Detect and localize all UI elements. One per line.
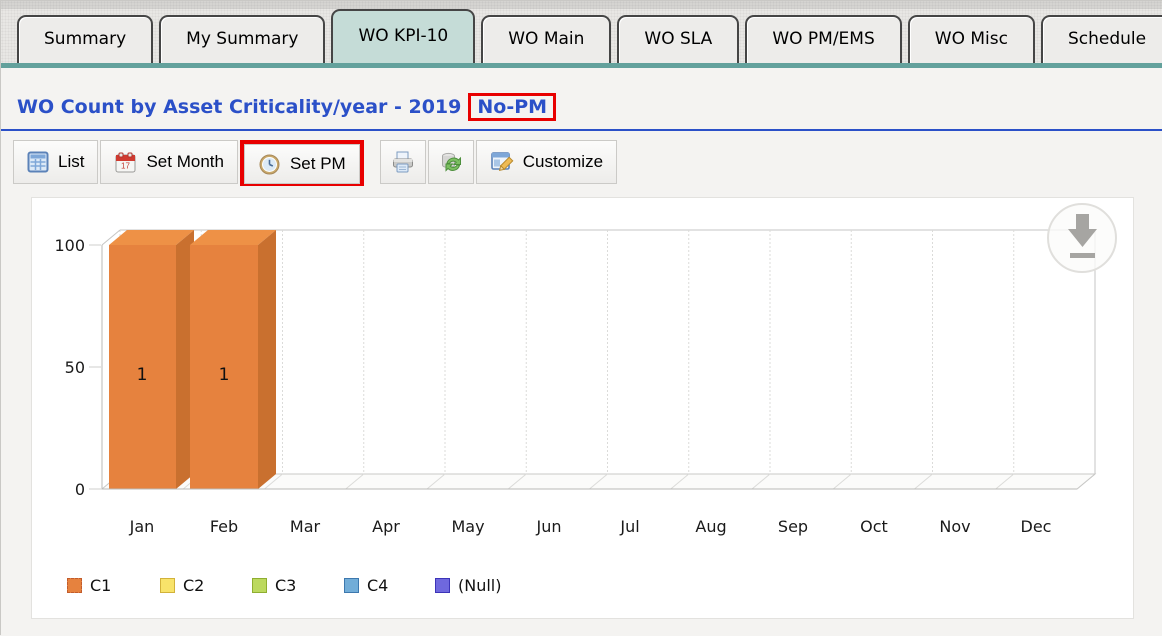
refresh-icon xyxy=(439,150,463,174)
legend-swatch-null xyxy=(435,578,450,593)
x-axis-labels: Jan Feb Mar Apr May Jun Jul Aug Sep Oct … xyxy=(129,517,1052,536)
set-pm-button[interactable]: Set PM xyxy=(243,144,360,184)
legend-swatch-c2 xyxy=(160,578,175,593)
tab-summary[interactable]: Summary xyxy=(17,15,154,63)
chart-left-top-edge xyxy=(101,229,121,246)
tab-schedule[interactable]: Schedule xyxy=(1040,15,1162,63)
floor-month-lines xyxy=(182,473,1015,490)
tab-bar: Summary My Summary WO KPI-10 WO Main WO … xyxy=(1,9,1162,63)
month-gridlines xyxy=(119,230,1015,474)
svg-text:Dec: Dec xyxy=(1021,517,1052,536)
page-title: WO Count by Asset Criticality/year - 201… xyxy=(17,93,557,121)
calendar-day-number: 17 xyxy=(122,161,131,170)
bar-feb[interactable] xyxy=(190,230,276,489)
customize-button[interactable]: Customize xyxy=(475,140,618,184)
list-button[interactable]: List xyxy=(13,140,99,184)
legend-item-null[interactable]: (Null) xyxy=(435,576,501,595)
chart-legend: C1 C2 C3 C4 (Null) xyxy=(32,576,1135,600)
svg-text:Aug: Aug xyxy=(695,517,726,536)
chart-panel: 1 1 100 50 0 Jan Feb Mar Apr May Jun Jul… xyxy=(31,197,1134,619)
legend-item-c4[interactable]: C4 xyxy=(344,576,388,595)
legend-swatch-c1 xyxy=(67,578,82,593)
svg-text:Sep: Sep xyxy=(778,517,808,536)
refresh-button[interactable] xyxy=(427,140,474,184)
list-table-icon xyxy=(27,151,49,173)
page-title-text: WO Count by Asset Criticality/year - 201… xyxy=(17,96,462,118)
customize-icon xyxy=(490,150,514,174)
legend-item-c3[interactable]: C3 xyxy=(252,576,296,595)
print-button[interactable] xyxy=(379,140,426,184)
window-top-edge xyxy=(1,1,1162,9)
bar-jan[interactable] xyxy=(109,230,194,489)
toolbar: List 17 Set Month Set PM xyxy=(13,140,619,186)
clock-icon xyxy=(258,153,281,176)
svg-text:Jan: Jan xyxy=(129,517,155,536)
download-icon[interactable] xyxy=(1047,203,1117,273)
customize-button-label: Customize xyxy=(522,152,604,171)
bar-jan-value-label: 1 xyxy=(137,365,148,385)
toolbar-gap xyxy=(366,140,380,186)
legend-swatch-c4 xyxy=(344,578,359,593)
print-icon xyxy=(391,150,415,174)
legend-item-c1[interactable]: C1 xyxy=(67,576,111,595)
calendar-icon: 17 xyxy=(114,151,137,174)
svg-text:Apr: Apr xyxy=(372,517,400,536)
svg-text:Mar: Mar xyxy=(290,517,321,536)
svg-text:Jun: Jun xyxy=(536,517,562,536)
y-axis-ticks xyxy=(89,244,101,490)
ytick-50: 50 xyxy=(65,358,85,377)
legend-label-c3: C3 xyxy=(275,576,297,595)
tab-wo-kpi-10[interactable]: WO KPI-10 xyxy=(331,9,476,63)
ytick-100: 100 xyxy=(54,236,85,255)
ytick-0: 0 xyxy=(75,480,85,499)
legend-item-c2[interactable]: C2 xyxy=(160,576,204,595)
legend-label-null: (Null) xyxy=(458,576,502,595)
tab-wo-misc[interactable]: WO Misc xyxy=(907,15,1035,63)
svg-text:Feb: Feb xyxy=(210,517,238,536)
set-month-button[interactable]: 17 Set Month xyxy=(100,140,238,184)
svg-text:May: May xyxy=(451,517,484,536)
wo-count-chart: 1 1 100 50 0 Jan Feb Mar Apr May Jun Jul… xyxy=(54,203,1117,536)
svg-text:Nov: Nov xyxy=(939,517,970,536)
set-pm-button-label: Set PM xyxy=(289,154,346,173)
tab-wo-pm-ems[interactable]: WO PM/EMS xyxy=(745,15,902,63)
legend-label-c2: C2 xyxy=(183,576,205,595)
legend-label-c1: C1 xyxy=(90,576,112,595)
list-button-label: List xyxy=(58,152,85,171)
svg-text:Oct: Oct xyxy=(860,517,888,536)
tab-wo-main[interactable]: WO Main xyxy=(481,15,612,63)
tab-wo-sla[interactable]: WO SLA xyxy=(617,15,740,63)
title-divider xyxy=(1,129,1162,131)
tab-my-summary[interactable]: My Summary xyxy=(159,15,326,63)
no-pm-highlight-box: No-PM xyxy=(468,93,557,121)
legend-swatch-c3 xyxy=(252,578,267,593)
svg-text:Jul: Jul xyxy=(619,517,639,536)
set-pm-highlight-box: Set PM xyxy=(239,140,364,186)
tab-bar-underline xyxy=(1,63,1162,68)
bar-feb-value-label: 1 xyxy=(219,365,230,385)
set-month-button-label: Set Month xyxy=(146,152,224,171)
legend-label-c4: C4 xyxy=(367,576,389,595)
